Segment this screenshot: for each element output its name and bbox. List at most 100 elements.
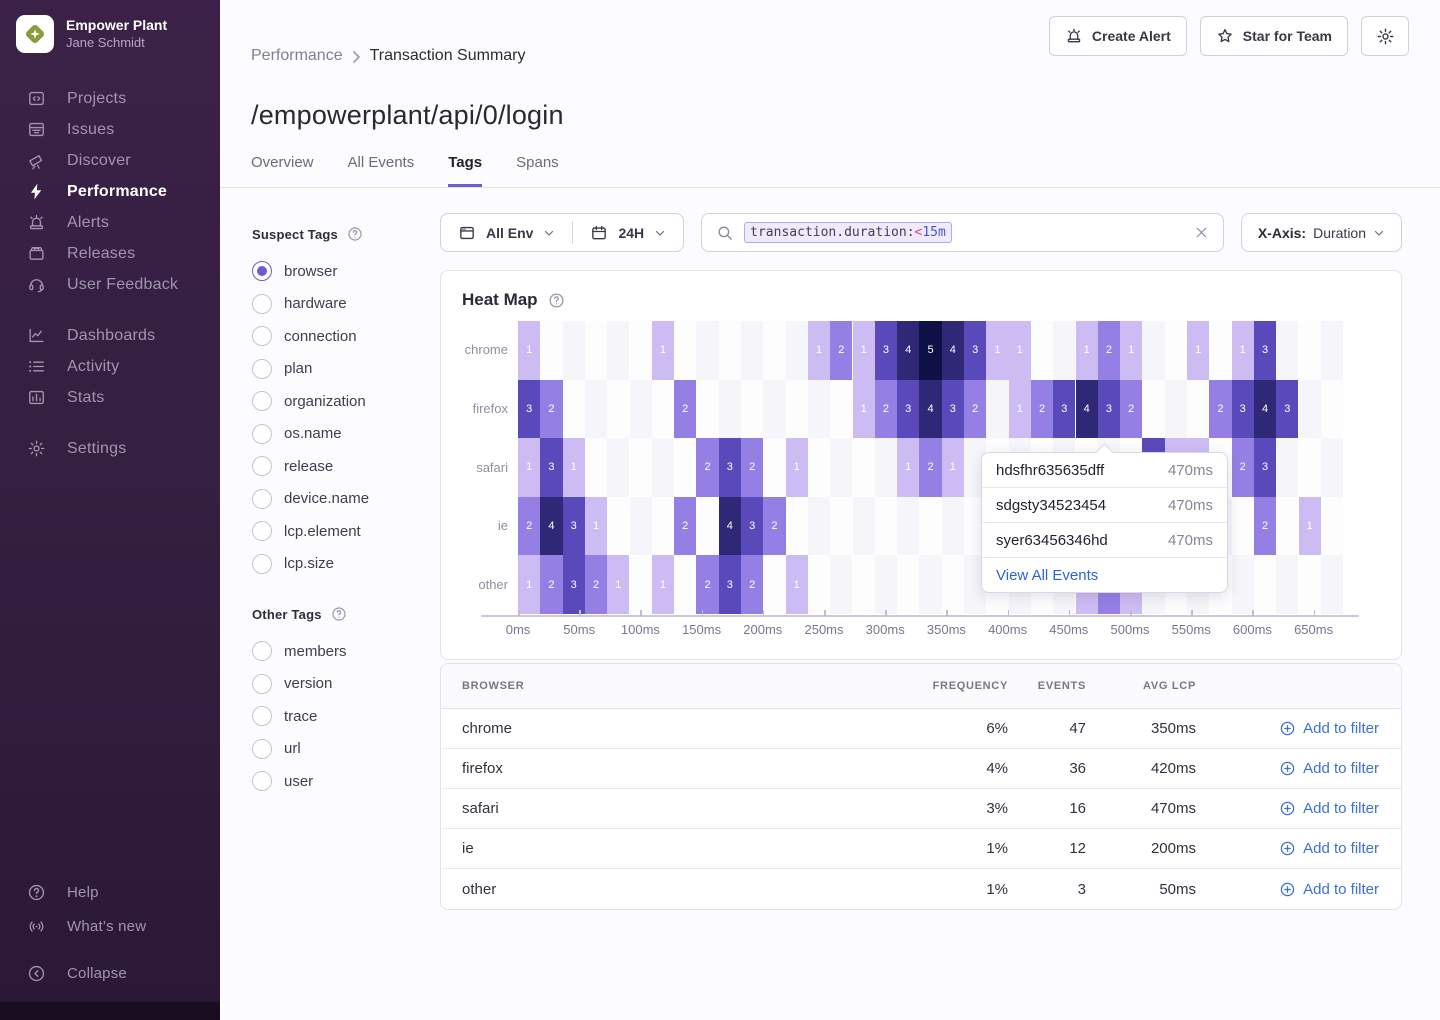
heatmap-cell[interactable]: 1 [785,438,808,497]
heatmap-cell[interactable]: 2 [741,438,764,497]
settings-gear-button[interactable] [1361,16,1409,56]
heatmap-cell[interactable]: 4 [897,321,920,380]
heatmap-cell[interactable]: 3 [1253,438,1277,497]
tag-radio-release[interactable]: release [252,450,440,483]
heatmap-cell[interactable]: 3 [518,379,541,439]
sidebar-item-projects[interactable]: Projects [0,83,220,114]
heatmap-cell[interactable]: 3 [874,321,898,380]
heatmap-cell[interactable]: 3 [540,438,563,497]
heatmap-cell[interactable]: 2 [1231,438,1254,497]
xaxis-selector[interactable]: X-Axis: Duration [1240,213,1402,252]
heatmap-cell[interactable]: 2 [540,379,563,439]
sidebar-item-collapse[interactable]: Collapse [0,956,220,990]
heatmap-cell[interactable]: 4 [941,321,964,380]
heatmap-cell[interactable]: 2 [874,379,898,439]
tag-radio-organization[interactable]: organization [252,385,440,418]
tag-radio-lcp-size[interactable]: lcp.size [252,548,440,581]
heatmap-cell[interactable]: 4 [1075,379,1098,439]
heatmap-cell[interactable]: 2 [1253,496,1277,556]
sidebar-item-user-feedback[interactable]: User Feedback [0,269,220,300]
heatmap-cell[interactable]: 3 [1053,379,1076,439]
sidebar-item-alerts[interactable]: Alerts [0,207,220,238]
heatmap-cell[interactable]: 1 [785,555,808,614]
sidebar-item-stats[interactable]: Stats [0,382,220,413]
heatmap-cell[interactable]: 1 [1298,496,1321,556]
heatmap-cell[interactable]: 1 [518,321,541,380]
heatmap-cell[interactable]: 2 [830,321,853,380]
question-circle-icon[interactable] [347,226,363,242]
view-all-events-link[interactable]: View All Events [996,566,1099,584]
sidebar-item-activity[interactable]: Activity [0,351,220,382]
tab-tags[interactable]: Tags [448,154,483,187]
heatmap-cell[interactable]: 4 [919,379,942,439]
heatmap-cell[interactable]: 2 [919,438,942,497]
heatmap-cell[interactable]: 3 [941,379,964,439]
heatmap-cell[interactable]: 1 [518,438,541,497]
org-switcher[interactable]: Empower Plant Jane Schmidt [0,0,220,63]
question-circle-icon[interactable] [331,606,347,622]
search-filter-token[interactable]: transaction.duration:<15m [744,222,952,243]
heatmap-cell[interactable]: 2 [763,496,786,556]
tag-radio-user[interactable]: user [252,765,440,798]
sidebar-item-performance[interactable]: Performance [0,176,220,207]
heatmap-cell[interactable]: 1 [986,321,1009,380]
tag-radio-os-name[interactable]: os.name [252,418,440,451]
tab-all-events[interactable]: All Events [347,154,415,171]
heatmap-cell[interactable]: 1 [1187,321,1210,380]
tag-radio-plan[interactable]: plan [252,353,440,386]
heatmap-cell[interactable]: 4 [1253,379,1277,439]
create-alert-button[interactable]: Create Alert [1048,16,1187,56]
sidebar-item-settings[interactable]: Settings [0,433,220,464]
heatmap-cell[interactable]: 1 [807,321,831,380]
sidebar-item-releases[interactable]: Releases [0,238,220,269]
heatmap-cell[interactable]: 2 [696,438,719,497]
heatmap-cell[interactable]: 3 [1253,321,1277,380]
heatmap-cell[interactable]: 1 [852,321,875,380]
heatmap-cell[interactable]: 4 [718,496,741,556]
heatmap-cell[interactable]: 3 [897,379,920,439]
heatmap-cell[interactable]: 1 [607,555,630,614]
heatmap-cell[interactable]: 1 [1120,321,1143,380]
heatmap-cell[interactable]: 1 [1075,321,1098,380]
heatmap-cell[interactable]: 3 [964,321,987,380]
tag-radio-device-name[interactable]: device.name [252,483,440,516]
sidebar-item-what-s-new[interactable]: What’s new [0,909,220,943]
heatmap-cell[interactable]: 2 [674,379,697,439]
tab-overview[interactable]: Overview [251,154,314,171]
heatmap-cell[interactable]: 3 [718,555,741,614]
heatmap-cell[interactable]: 2 [1030,379,1054,439]
question-circle-icon[interactable] [548,292,564,308]
event-id[interactable]: hdsfhr635635dff [996,461,1105,479]
heatmap-cell[interactable]: 3 [1231,379,1254,439]
heatmap-cell[interactable]: 2 [964,379,987,439]
tag-radio-url[interactable]: url [252,733,440,766]
heatmap-cell[interactable]: 3 [718,438,741,497]
sidebar-item-help[interactable]: Help [0,875,220,909]
heatmap-cell[interactable]: 2 [540,555,563,614]
tag-radio-version[interactable]: version [252,668,440,701]
environment-selector[interactable]: All Env [441,224,572,242]
sidebar-item-issues[interactable]: Issues [0,114,220,145]
tag-radio-hardware[interactable]: hardware [252,288,440,321]
add-to-filter-button[interactable]: Add to filter [1196,881,1401,898]
heatmap-cell[interactable]: 4 [540,496,563,556]
tag-radio-lcp-element[interactable]: lcp.element [252,515,440,548]
tag-radio-connection[interactable]: connection [252,320,440,353]
add-to-filter-button[interactable]: Add to filter [1196,840,1401,857]
tag-radio-members[interactable]: members [252,635,440,668]
add-to-filter-button[interactable]: Add to filter [1196,760,1401,777]
heatmap-cell[interactable]: 1 [651,321,675,380]
heatmap-cell[interactable]: 1 [562,438,585,497]
heatmap-cell[interactable]: 1 [518,555,541,614]
heatmap-cell[interactable]: 1 [651,555,675,614]
heatmap-cell[interactable]: 1 [852,379,875,439]
clear-search-icon[interactable] [1194,225,1209,240]
tag-radio-browser[interactable]: browser [252,255,440,288]
add-to-filter-button[interactable]: Add to filter [1196,800,1401,817]
heatmap-cell[interactable]: 2 [584,555,608,614]
heatmap-cell[interactable]: 1 [897,438,920,497]
event-id[interactable]: sdgsty34523454 [996,496,1107,514]
sidebar-item-dashboards[interactable]: Dashboards [0,320,220,351]
heatmap-cell[interactable]: 2 [1097,321,1121,380]
